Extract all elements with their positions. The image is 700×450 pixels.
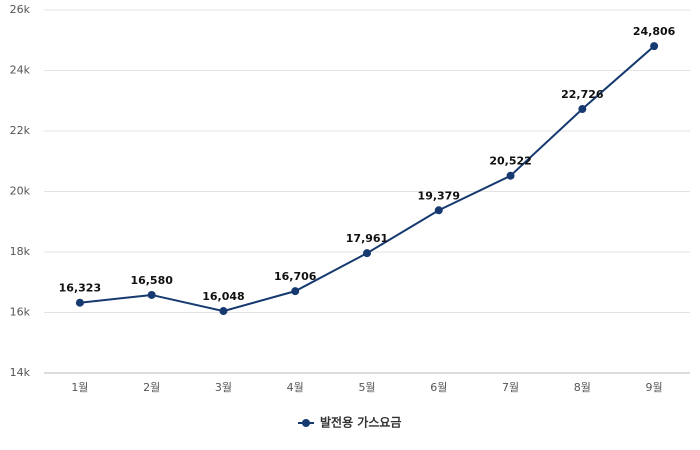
data-point [434, 206, 443, 215]
value-label: 16,580 [130, 274, 173, 287]
x-tick-label: 9월 [646, 381, 663, 394]
value-label: 16,706 [274, 270, 317, 283]
y-tick-label: 26k [10, 3, 31, 16]
data-point [363, 249, 371, 258]
legend: 발전용 가스요금 [298, 415, 401, 430]
y-tick-label: 16k [10, 306, 31, 319]
value-label: 16,048 [202, 290, 244, 303]
x-tick-label: 4월 [287, 381, 304, 394]
x-tick-label: 8월 [574, 381, 591, 394]
value-label: 20,522 [489, 155, 531, 168]
data-point [506, 171, 515, 180]
x-tick-label: 5월 [358, 381, 375, 394]
value-label: 17,961 [346, 232, 388, 245]
data-point [219, 307, 228, 316]
series-line [79, 45, 655, 313]
y-tick-label: 14k [10, 366, 31, 379]
value-label: 22,726 [561, 88, 604, 101]
y-tick-label: 18k [10, 245, 31, 258]
value-label: 19,379 [418, 189, 460, 202]
y-tick-label: 22k [10, 124, 31, 137]
x-tick-label: 6월 [430, 381, 447, 394]
data-point [578, 105, 587, 114]
y-tick-label: 20k [10, 185, 31, 198]
data-point [75, 298, 84, 307]
legend-label: 발전용 가스요금 [320, 415, 401, 430]
x-tick-label: 2월 [143, 381, 160, 394]
x-tick-label: 1월 [71, 381, 88, 394]
value-label: 24,806 [633, 25, 676, 38]
x-tick-label: 3월 [215, 381, 232, 394]
data-point [291, 287, 300, 296]
y-tick-label: 24k [10, 64, 31, 77]
x-tick-label: 7월 [502, 381, 519, 394]
data-point [147, 290, 156, 299]
value-label: 16,323 [59, 282, 101, 295]
data-point [650, 42, 659, 51]
legend-marker [302, 419, 310, 427]
